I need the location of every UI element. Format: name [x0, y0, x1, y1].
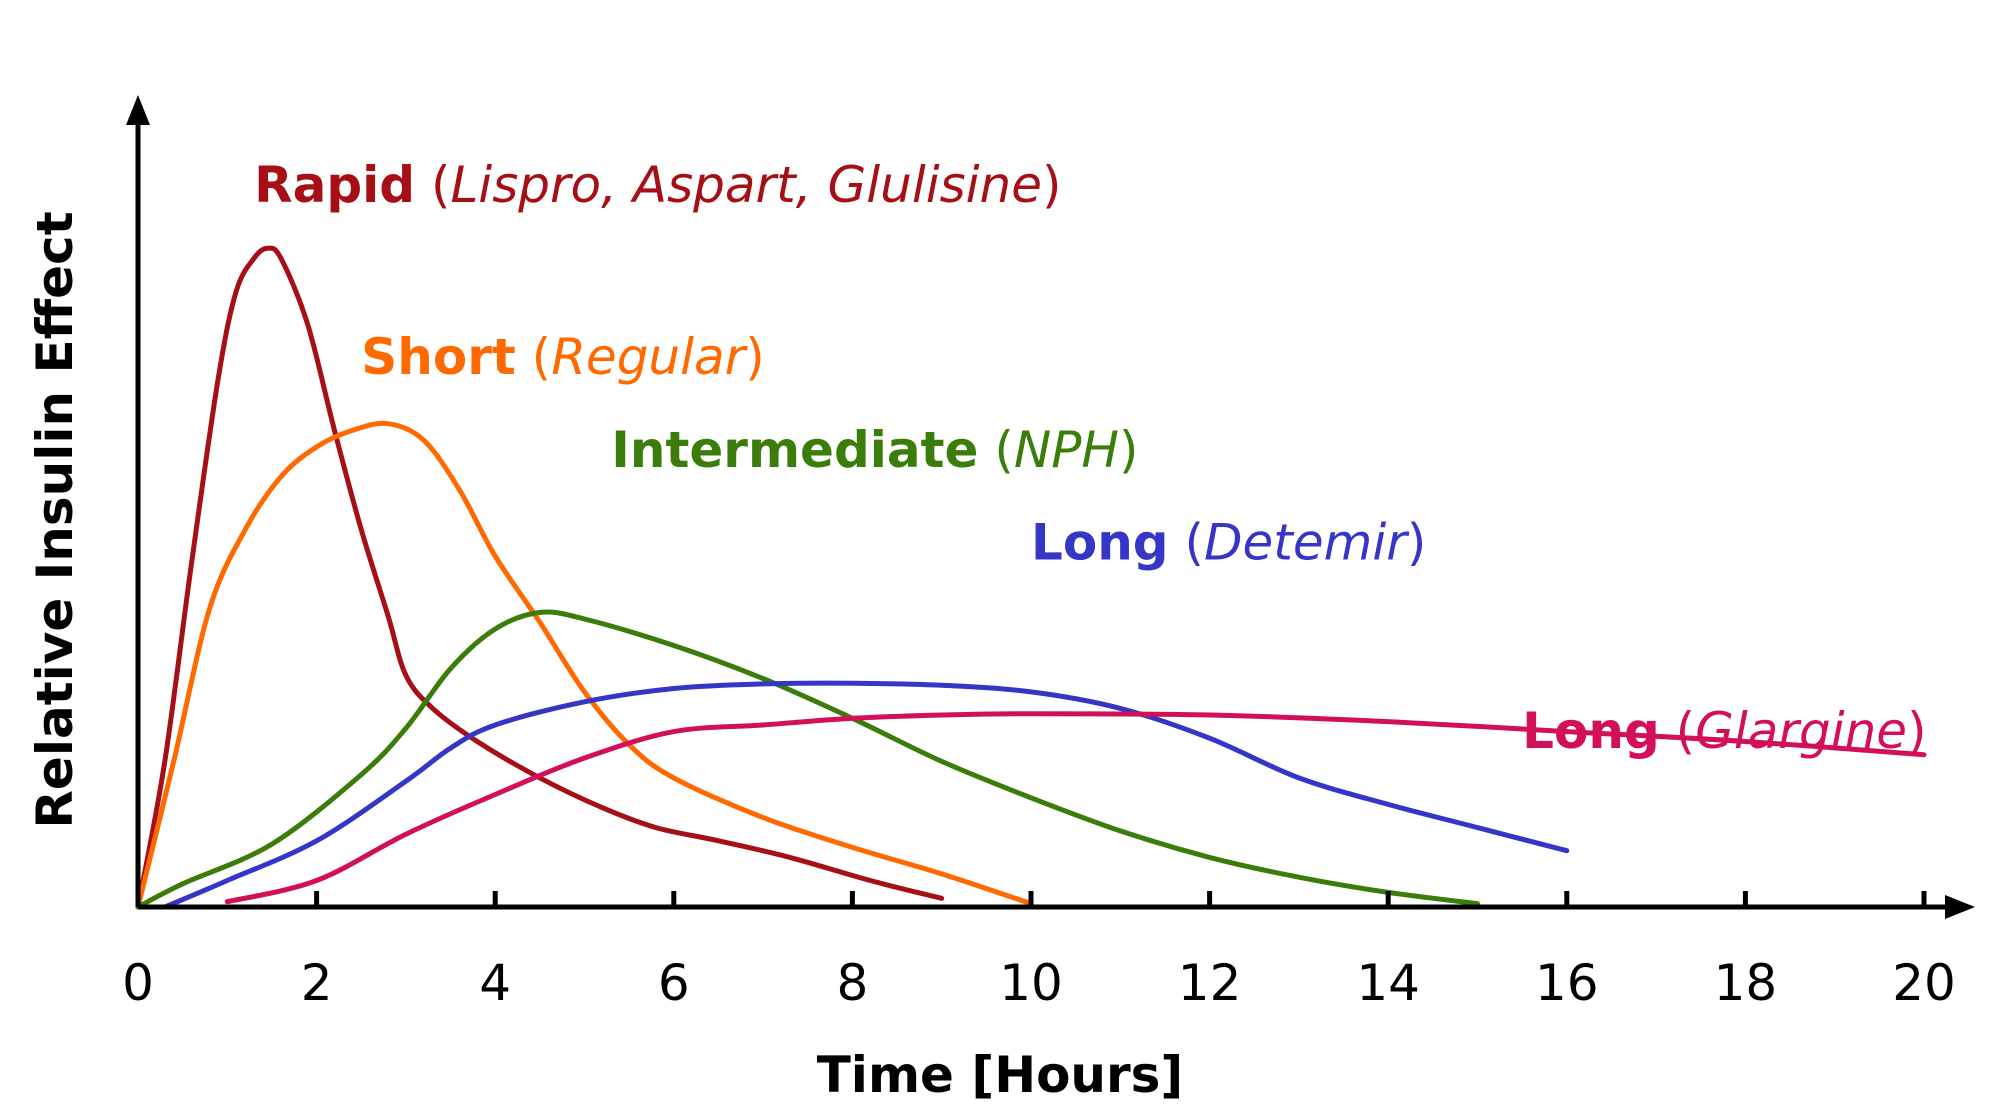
series-label-rapid: Rapid (Lispro, Aspart, Glulisine) — [254, 156, 1061, 214]
x-axis-title: Time [Hours] — [817, 1046, 1184, 1104]
x-tick-label: 16 — [1535, 954, 1599, 1012]
series-label-intermediate: Intermediate (NPH) — [611, 421, 1138, 479]
x-tick-label: 10 — [999, 954, 1063, 1012]
x-tick-label: 2 — [301, 954, 333, 1012]
series-label-long: Long (Glargine) — [1522, 702, 1926, 760]
curve-long-detemir — [162, 680, 1570, 910]
x-tick-label: 12 — [1178, 954, 1242, 1012]
series-label-drug: Lispro, Aspart, Glulisine — [450, 156, 1042, 214]
series-label-short: Short (Regular) — [361, 328, 764, 386]
series-label-drug: Regular — [551, 328, 748, 386]
series-label-paren: ( — [516, 328, 551, 386]
series-label-name: Rapid — [254, 156, 415, 214]
series-label-name: Long — [1031, 513, 1169, 571]
curve-rapid-lispro — [135, 245, 945, 910]
x-tick-label: 20 — [1892, 954, 1956, 1012]
series-label-name: Short — [361, 328, 516, 386]
series-label-drug: Detemir — [1204, 513, 1410, 571]
x-tick-label: 6 — [658, 954, 690, 1012]
series-label-name: Intermediate — [611, 421, 978, 479]
x-ticks: 0 2 4 6 8 10 12 14 16 18 20 — [122, 891, 1956, 1012]
series-label-long: Long (Detemir) — [1031, 513, 1426, 571]
series-label-paren: ( — [1169, 513, 1204, 571]
curve-intermediate-nph — [135, 609, 1480, 910]
axes — [126, 95, 1975, 919]
series-label-paren: ( — [978, 421, 1013, 479]
x-tick-label: 14 — [1356, 954, 1420, 1012]
x-tick-label: 18 — [1714, 954, 1778, 1012]
curve-short-regular — [135, 420, 1034, 910]
series-label-paren: ) — [1042, 156, 1062, 214]
series-label-paren: ( — [415, 156, 450, 214]
x-tick-label: 0 — [122, 954, 154, 1012]
x-tick-label: 8 — [836, 954, 868, 1012]
series-labels: Rapid (Lispro, Aspart, Glulisine)Short (… — [254, 156, 1927, 760]
series-label-name: Long — [1522, 702, 1660, 760]
series-label-drug: Glargine — [1695, 702, 1907, 760]
curve-long-glargine — [224, 711, 1927, 905]
y-axis-arrow — [126, 95, 150, 125]
x-tick-label: 4 — [479, 954, 511, 1012]
x-axis-arrow — [1945, 895, 1975, 919]
y-axis-title: Relative Insulin Effect — [26, 211, 84, 828]
series-label-paren: ) — [1119, 421, 1139, 479]
series-label-paren: ) — [745, 328, 765, 386]
series-label-paren: ) — [1907, 702, 1927, 760]
series-label-paren: ( — [1660, 702, 1695, 760]
series-label-drug: NPH — [1014, 421, 1119, 479]
series-curves — [135, 245, 1927, 910]
series-label-paren: ) — [1407, 513, 1427, 571]
